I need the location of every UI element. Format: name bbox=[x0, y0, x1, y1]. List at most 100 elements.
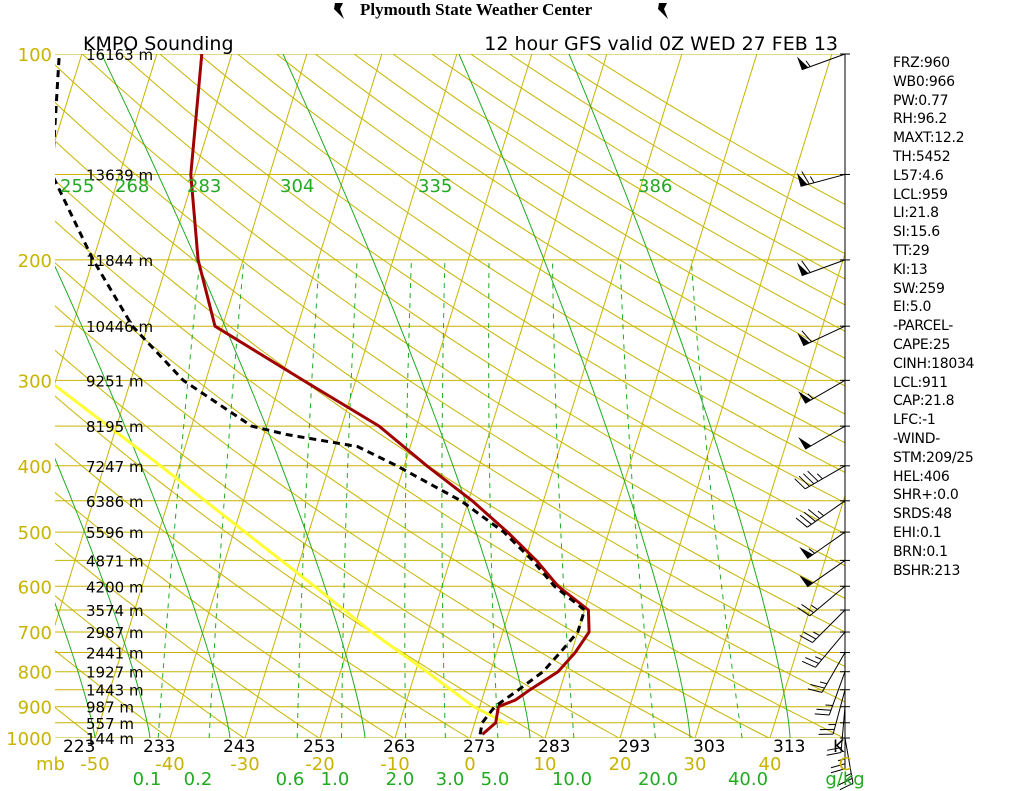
isotherm-line bbox=[0, 54, 7, 738]
barb-half-flag bbox=[816, 473, 823, 480]
index-item: -PARCEL- bbox=[893, 318, 954, 335]
temperature-tick-label: 0 bbox=[464, 754, 475, 775]
isotherm-line bbox=[319, 54, 533, 738]
index-item: STM:209/25 bbox=[893, 449, 974, 466]
height-label: 2441 m bbox=[86, 645, 144, 663]
mixing-ratio-label: 2.0 bbox=[386, 769, 415, 790]
barb-staff bbox=[828, 671, 846, 716]
theta-e-label: 335 bbox=[418, 176, 452, 197]
mixing-ratio-line bbox=[690, 259, 743, 738]
theta-tick-label: K bbox=[833, 737, 845, 757]
theta-e-curve bbox=[282, 54, 531, 738]
index-item: PW:0.77 bbox=[893, 92, 949, 109]
barb-staff bbox=[801, 259, 846, 277]
dry-adiabat-line bbox=[237, 54, 845, 444]
barb-half-flag bbox=[805, 60, 811, 67]
barb-pennant bbox=[799, 575, 814, 587]
barb-staff bbox=[812, 609, 846, 643]
dry-adiabats bbox=[0, 54, 845, 753]
dry-adiabat-line bbox=[55, 542, 320, 738]
temperature-profile-line bbox=[189, 54, 591, 736]
height-label: 7247 m bbox=[86, 458, 144, 476]
dry-adiabat-line bbox=[55, 491, 395, 738]
barb-pennant bbox=[797, 332, 810, 346]
barb-staff bbox=[804, 379, 846, 404]
index-item: SI:15.6 bbox=[893, 224, 940, 241]
wind-barb bbox=[798, 425, 846, 450]
barb-staff bbox=[821, 652, 846, 693]
barb-half-flag bbox=[808, 548, 816, 554]
height-label: 4871 m bbox=[86, 552, 144, 570]
temperature-tick-label: -40 bbox=[155, 754, 184, 775]
dry-adiabat-line bbox=[314, 54, 845, 387]
barb-flag bbox=[799, 514, 812, 525]
index-item: SRDS:48 bbox=[893, 506, 952, 523]
index-item: KI:13 bbox=[893, 261, 928, 278]
wind-barb bbox=[795, 500, 846, 528]
mixing-ratio-label: 0.1 bbox=[133, 769, 162, 790]
barb-flag bbox=[814, 713, 830, 716]
dry-adiabat-line bbox=[55, 649, 170, 738]
barb-staff bbox=[844, 737, 854, 784]
mixing-ratio-line bbox=[404, 259, 412, 738]
barb-staff bbox=[804, 425, 846, 450]
barb-flag bbox=[805, 657, 819, 664]
barb-flag bbox=[826, 752, 842, 756]
index-item: CAP:21.8 bbox=[893, 393, 955, 410]
barb-staff bbox=[840, 706, 846, 753]
theta-e-label: 255 bbox=[60, 176, 94, 197]
theta-e-curve bbox=[55, 457, 151, 738]
index-item: FRZ:960 bbox=[893, 55, 950, 71]
barb-flag bbox=[795, 517, 808, 528]
pressure-tick-label: 700 bbox=[18, 623, 52, 644]
barb-half-flag bbox=[817, 510, 825, 517]
dry-adiabat-line bbox=[55, 349, 620, 738]
barb-flag bbox=[807, 688, 823, 693]
barb-flag bbox=[810, 684, 825, 689]
index-item: TT:29 bbox=[893, 242, 930, 259]
height-label: 9251 m bbox=[86, 372, 144, 390]
right-logo-icon bbox=[658, 3, 668, 19]
banner: Plymouth State Weather Center bbox=[0, 0, 1024, 24]
wind-barb bbox=[826, 706, 846, 756]
barb-staff bbox=[804, 465, 846, 490]
barb-flag bbox=[838, 777, 853, 786]
pressure-tick-label: 100 bbox=[18, 45, 52, 66]
mixing-ratio-line bbox=[619, 259, 656, 738]
dry-adiabat-line bbox=[55, 305, 695, 738]
dewpoint-profile-line bbox=[55, 54, 587, 735]
temperature-tick-label: 30 bbox=[684, 754, 707, 775]
mixing-ratio-line bbox=[296, 259, 320, 738]
wind-barb bbox=[794, 465, 846, 490]
theta-e-curve bbox=[458, 54, 691, 738]
wind-barb bbox=[807, 652, 846, 693]
barb-flag bbox=[801, 604, 814, 614]
dry-adiabat-line bbox=[55, 220, 845, 738]
mixing-ratio-lines bbox=[157, 259, 743, 738]
barb-pennant bbox=[799, 547, 814, 559]
mixing-ratio-line bbox=[157, 259, 201, 738]
wind-barb bbox=[796, 171, 846, 187]
barb-half-flag bbox=[807, 393, 814, 400]
index-item: HEL:406 bbox=[893, 468, 950, 485]
theta-tick-label: 293 bbox=[618, 737, 650, 757]
barb-half-flag bbox=[844, 773, 852, 778]
theta-tick-label: 263 bbox=[383, 737, 415, 757]
barb-pennant bbox=[796, 172, 808, 187]
mixing-ratio-line bbox=[488, 259, 499, 738]
isotherm-line bbox=[55, 54, 233, 627]
height-label: 10446 m bbox=[86, 318, 153, 336]
barb-flag bbox=[801, 260, 811, 273]
dry-adiabat-line bbox=[0, 54, 37, 753]
wind-barb bbox=[796, 53, 846, 71]
pressure-tick-label: 800 bbox=[18, 663, 52, 684]
height-label: 1927 m bbox=[86, 664, 144, 682]
pressure-tick-label: 400 bbox=[18, 457, 52, 478]
wind-barb bbox=[799, 559, 846, 588]
pressure-tick-label: 300 bbox=[18, 371, 52, 392]
theta-tick-label: 273 bbox=[463, 737, 495, 757]
index-item: CINH:18034 bbox=[893, 355, 975, 372]
parcel-profile-line bbox=[55, 383, 509, 726]
theta-tick-label: 243 bbox=[223, 737, 255, 757]
